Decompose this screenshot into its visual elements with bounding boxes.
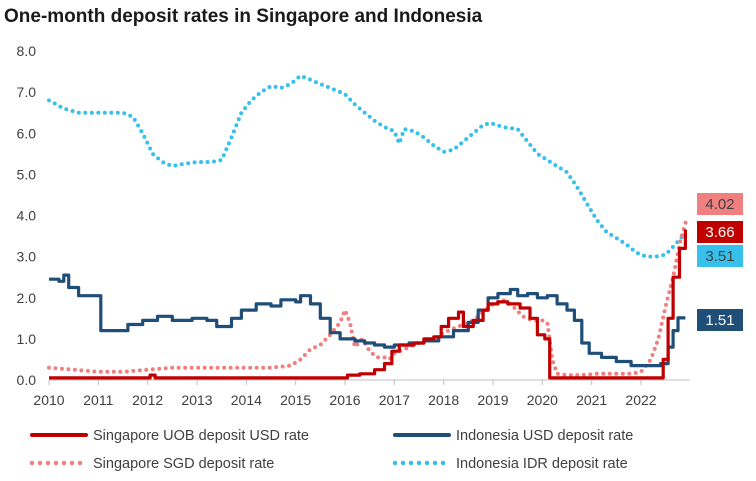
end-label-value-2: 4.02 (705, 196, 734, 213)
series-line-1 (49, 273, 686, 368)
series-line-3 (47, 73, 685, 259)
x-tick-label: 2018 (428, 392, 459, 408)
x-axis-ticks: 2010 2011 2012 2013 2014 2015 2016 2017 2018 2019… (33, 380, 657, 408)
legend-label-sg-uob-usd: Singapore UOB deposit USD rate (93, 428, 309, 444)
y-tick-label: 2.0 (17, 290, 37, 306)
x-tick-label: 2014 (231, 392, 262, 408)
y-tick-label: 0.0 (17, 372, 37, 388)
x-tick-label: 2013 (181, 392, 212, 408)
end-label-value-3: 3.51 (705, 248, 734, 265)
y-tick-label: 1.0 (17, 331, 37, 347)
x-tick-label: 2020 (527, 392, 558, 408)
series-line-0 (49, 229, 687, 380)
y-tick-label: 3.0 (17, 249, 37, 265)
end-label-value-1: 1.51 (705, 312, 734, 329)
end-label-box-3 (697, 245, 743, 267)
end-label-box-0 (697, 221, 743, 243)
x-tick-label: 2022 (625, 392, 656, 408)
end-label-box-2 (697, 193, 743, 215)
legend: Singapore UOB deposit USD rate Indonesia… (29, 428, 633, 472)
legend-item-id-usd: Indonesia USD deposit rate (393, 428, 633, 444)
y-tick-label: 8.0 (17, 43, 37, 59)
x-tick-label: 2021 (576, 392, 607, 408)
legend-label-sg-sgd: Singapore SGD deposit rate (93, 456, 274, 472)
y-tick-label: 7.0 (17, 84, 37, 100)
y-tick-label: 4.0 (17, 208, 37, 224)
chart-title: One-month deposit rates in Singapore and… (4, 6, 483, 27)
x-tick-label: 2015 (280, 392, 311, 408)
legend-item-sg-sgd: Singapore SGD deposit rate (29, 456, 274, 472)
y-tick-label: 5.0 (17, 166, 37, 182)
y-axis-ticks: 0.0 1.0 2.0 3.0 4.0 5.0 6.0 7.0 8.0 (17, 43, 37, 388)
legend-label-id-idr: Indonesia IDR deposit rate (456, 456, 628, 472)
series-layer (47, 73, 689, 380)
legend-item-id-idr: Indonesia IDR deposit rate (392, 456, 628, 472)
x-tick-label: 2012 (132, 392, 163, 408)
x-tick-label: 2019 (477, 392, 508, 408)
legend-label-id-usd: Indonesia USD deposit rate (456, 428, 633, 444)
x-tick-label: 2010 (33, 392, 64, 408)
end-label-value-0: 3.66 (705, 224, 734, 241)
y-tick-label: 6.0 (17, 125, 37, 141)
legend-item-sg-uob-usd: Singapore UOB deposit USD rate (30, 428, 309, 444)
x-tick-label: 2017 (379, 392, 410, 408)
end-label-box-1 (697, 309, 743, 331)
x-tick-label: 2011 (83, 392, 113, 408)
x-tick-label: 2016 (329, 392, 360, 408)
end-labels: 4.02 3.66 1.51 3.51 (697, 193, 743, 331)
